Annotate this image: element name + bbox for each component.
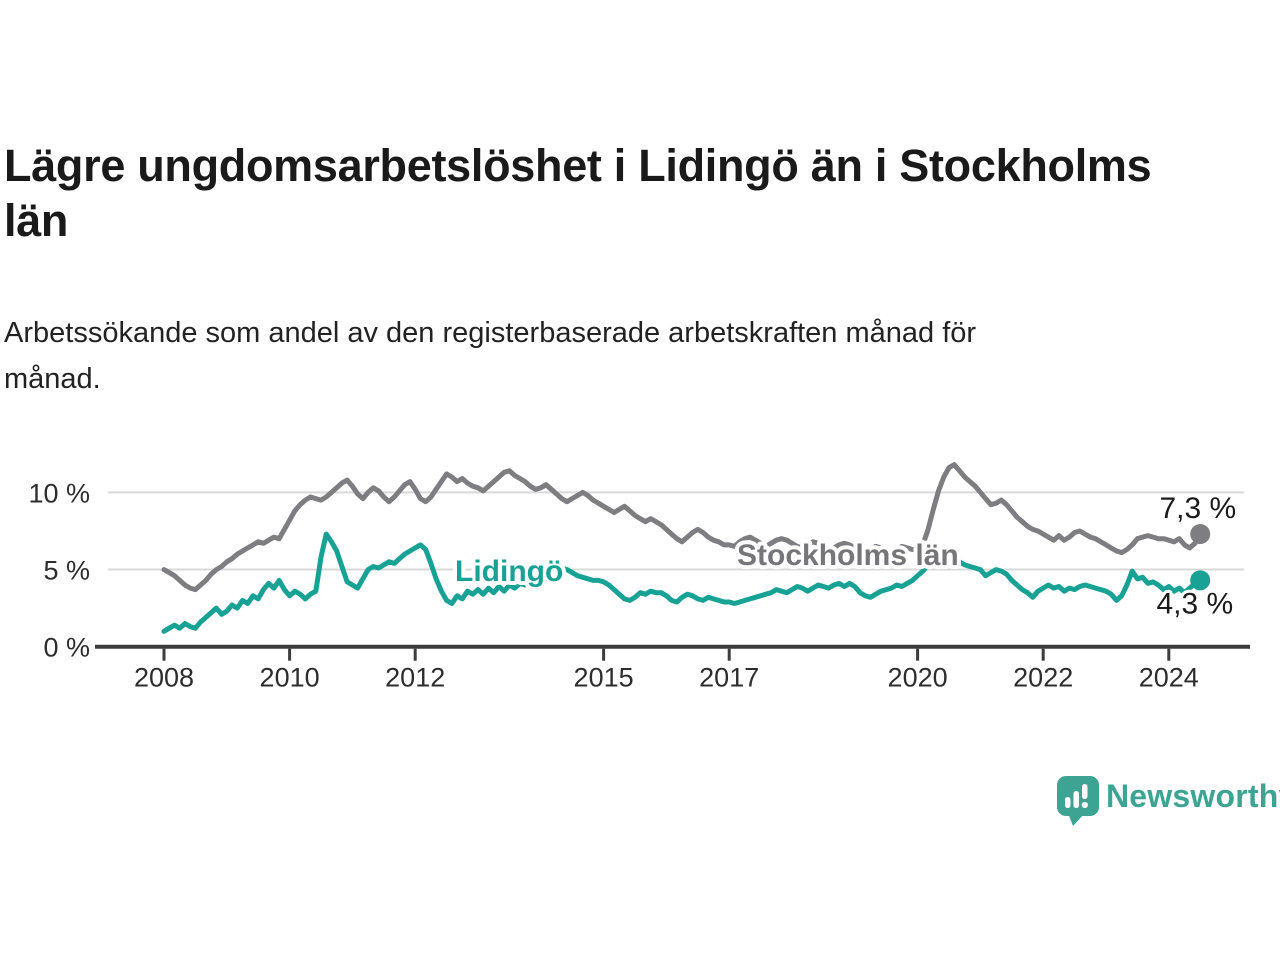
end-value-label-stockholms-län: 7,3 % bbox=[1159, 492, 1236, 525]
x-tick-label-2012: 2012 bbox=[385, 663, 445, 693]
y-tick-label-0: 0 % bbox=[43, 633, 90, 663]
newsworthy-logo-icon bbox=[1057, 776, 1099, 826]
x-tick-label-2008: 2008 bbox=[134, 663, 194, 693]
end-value-label-lidingö: 4,3 % bbox=[1156, 587, 1233, 620]
series-line-stockholms-län bbox=[161, 462, 1203, 593]
x-tick-label-2015: 2015 bbox=[574, 663, 634, 693]
x-tick-label-2024: 2024 bbox=[1139, 663, 1199, 693]
y-tick-label-10: 10 % bbox=[28, 478, 90, 508]
series-label-stockholms-län: Stockholms län bbox=[737, 539, 959, 572]
page-subtitle: Arbetssökande som andel av den registerb… bbox=[4, 317, 977, 395]
page-title: Lägre ungdomsarbetslöshet i Lidingö än i… bbox=[4, 140, 1152, 246]
series-line-lidingö bbox=[161, 531, 1203, 634]
end-dot-lidingö bbox=[1190, 570, 1211, 591]
x-tick-label-2010: 2010 bbox=[260, 663, 320, 693]
end-dot-stockholms-län bbox=[1190, 524, 1211, 545]
x-tick-label-2022: 2022 bbox=[1013, 663, 1073, 693]
x-tick-label-2017: 2017 bbox=[699, 663, 759, 693]
newsworthy-logo: Newsworthy bbox=[1056, 774, 1280, 830]
x-tick-label-2020: 2020 bbox=[888, 663, 948, 693]
y-tick-label-5: 5 % bbox=[43, 556, 90, 586]
series-label-lidingö: Lidingö bbox=[455, 555, 563, 588]
newsworthy-logo-text: Newsworthy bbox=[1106, 778, 1280, 814]
